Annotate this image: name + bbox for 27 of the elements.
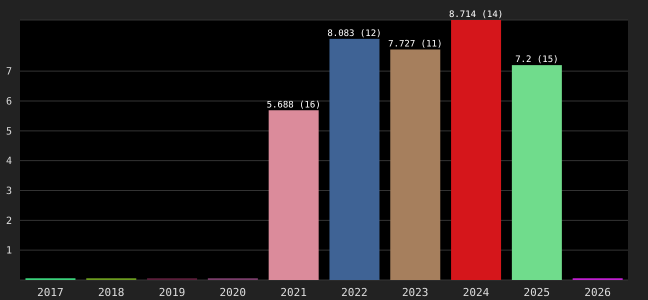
x-tick-label: 2023 bbox=[402, 286, 428, 299]
x-tick-label: 2018 bbox=[98, 286, 124, 299]
data-label: 7.2 (15) bbox=[515, 55, 559, 66]
x-tick-label: 2025 bbox=[524, 286, 550, 299]
x-tick-label: 2021 bbox=[280, 286, 307, 299]
x-tick-label: 2019 bbox=[158, 286, 186, 299]
x-tick-label: 2026 bbox=[584, 286, 611, 299]
y-tick-label: 5 bbox=[6, 126, 12, 138]
bar bbox=[268, 110, 319, 280]
data-label: 8.714 (14) bbox=[448, 10, 504, 20]
data-label: 5.688 (16) bbox=[266, 100, 321, 110]
bar bbox=[329, 38, 380, 280]
y-tick-label: 7 bbox=[6, 66, 12, 78]
y-tick-label: 1 bbox=[6, 246, 12, 257]
bar bbox=[390, 49, 440, 280]
x-tick-label: 2022 bbox=[341, 286, 368, 299]
bar bbox=[451, 20, 502, 280]
data-label: 8.083 (12) bbox=[327, 28, 382, 39]
x-tick-label: 2024 bbox=[462, 286, 490, 299]
data-label: 7.727 (11) bbox=[388, 39, 442, 50]
x-tick-label: 2017 bbox=[37, 286, 64, 299]
y-tick-label: 6 bbox=[6, 96, 12, 108]
y-tick-label: 4 bbox=[6, 156, 12, 168]
x-tick-label: 2020 bbox=[220, 286, 246, 299]
bar bbox=[512, 65, 562, 280]
y-tick-label: 2 bbox=[6, 216, 12, 227]
y-tick-label: 3 bbox=[6, 186, 12, 198]
